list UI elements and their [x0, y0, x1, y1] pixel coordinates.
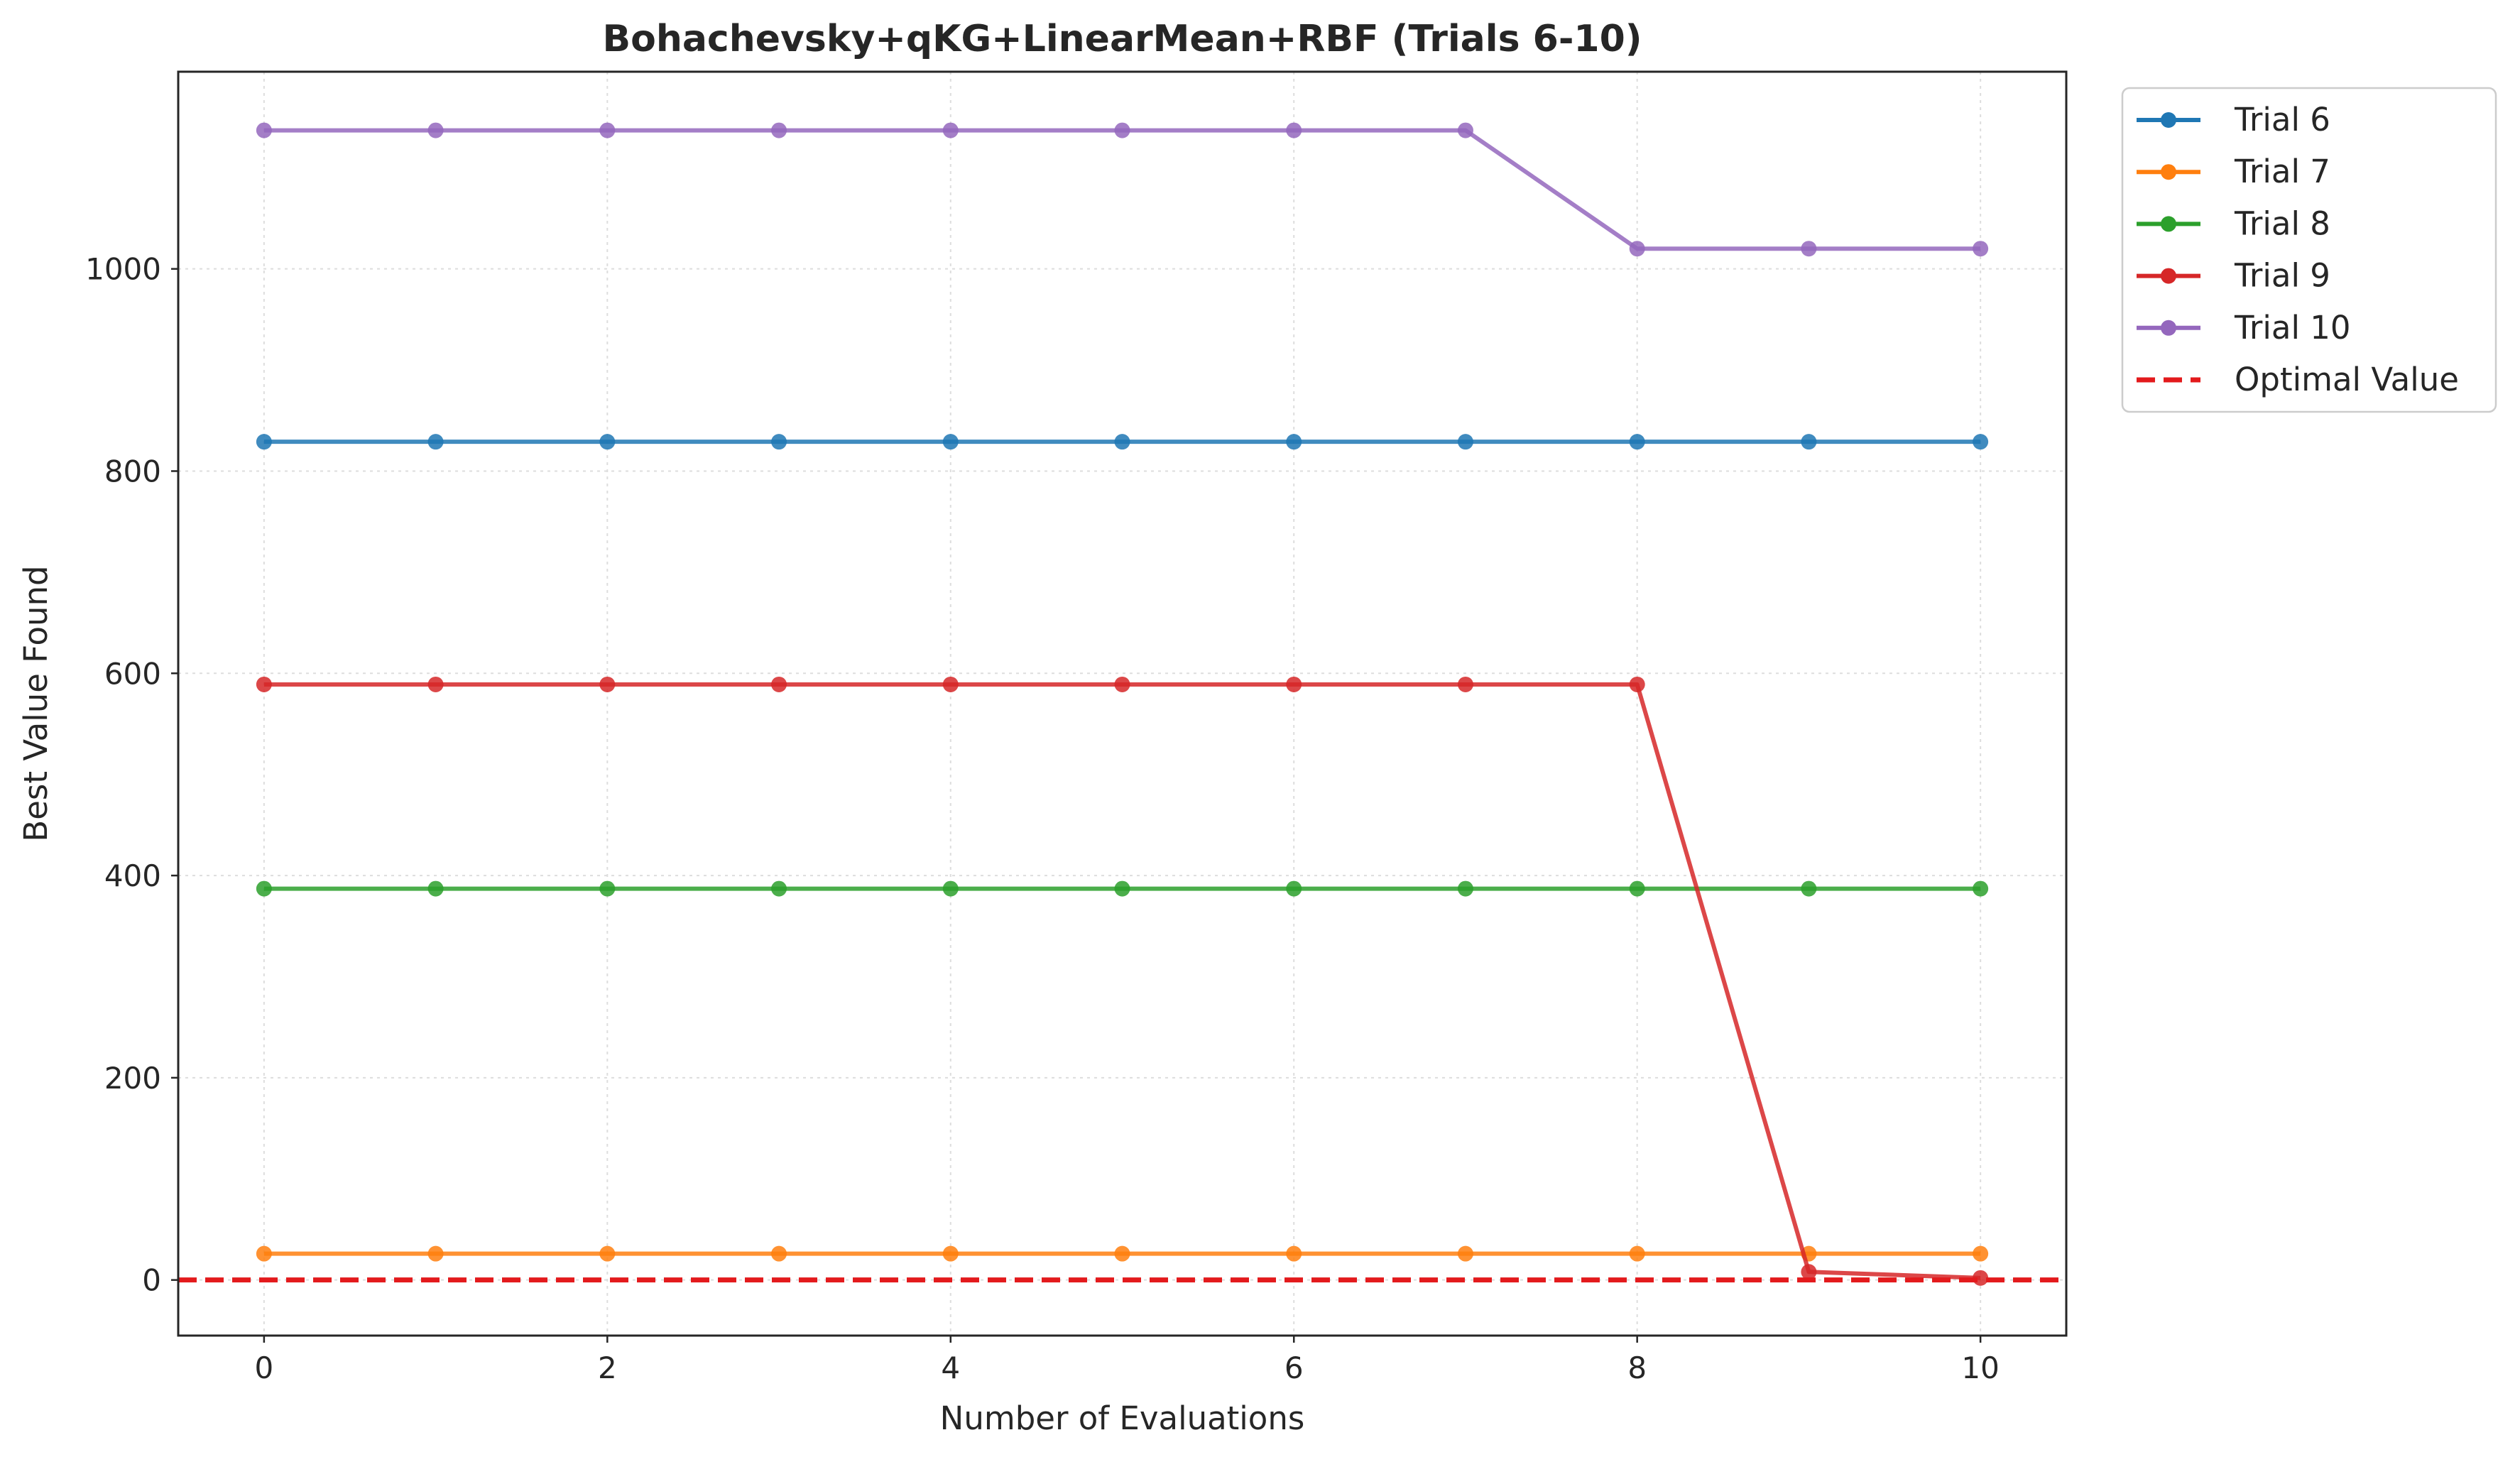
series-trial-8	[256, 880, 1989, 897]
data-point	[1286, 122, 1302, 138]
plot-area-frame	[177, 70, 2068, 1337]
y-tick-label: 200	[104, 1061, 161, 1096]
data-point	[1114, 676, 1130, 692]
data-point	[427, 434, 444, 450]
y-axis-label: Best Value Found	[17, 565, 55, 841]
y-tick-label: 0	[142, 1263, 161, 1298]
data-point	[427, 1245, 444, 1262]
series-line	[263, 682, 1981, 1280]
data-point	[1114, 122, 1130, 138]
data-point	[256, 676, 272, 692]
legend: Trial 6 Trial 7 Trial 8 Trial 9 Trial 10 Opti…	[2121, 87, 2497, 413]
legend-item: Optimal Value	[2137, 361, 2459, 398]
legend-marker	[2161, 320, 2176, 336]
data-point	[942, 676, 959, 692]
data-point	[942, 880, 959, 897]
legend-label: Trial 10	[2234, 309, 2351, 346]
data-point	[427, 880, 444, 897]
data-point	[942, 122, 959, 138]
data-point	[1629, 676, 1645, 692]
data-point	[1457, 880, 1473, 897]
data-point	[942, 1245, 959, 1262]
y-tick-label: 400	[104, 858, 161, 893]
series-line	[263, 128, 1981, 251]
legend-item: Trial 9	[2137, 257, 2330, 295]
data-point	[1114, 434, 1130, 450]
y-tick-label: 800	[104, 454, 161, 489]
data-point	[256, 1245, 272, 1262]
data-point	[771, 434, 787, 450]
data-point	[427, 122, 444, 138]
data-point	[771, 122, 787, 138]
data-point	[599, 880, 616, 897]
data-point	[599, 1245, 616, 1262]
series-layer	[256, 122, 1989, 1286]
legend-box	[2121, 87, 2497, 413]
data-point	[1629, 1245, 1645, 1262]
data-point	[1629, 434, 1645, 450]
data-point	[1457, 122, 1473, 138]
legend-marker	[2161, 164, 2176, 180]
x-axis-label: Number of Evaluations	[940, 1399, 1305, 1437]
data-point	[1801, 1264, 1817, 1280]
data-point	[256, 122, 272, 138]
x-tick-label: 4	[941, 1350, 960, 1385]
series-trial-9	[256, 676, 1989, 1286]
legend-item: Trial 6	[2137, 101, 2330, 138]
legend-item: Trial 10	[2137, 309, 2351, 346]
y-tick-label: 600	[104, 656, 161, 691]
legend-marker	[2161, 216, 2176, 232]
data-point	[1114, 1245, 1130, 1262]
data-point	[1629, 241, 1645, 257]
legend-label: Trial 8	[2234, 204, 2330, 242]
legend-label: Trial 9	[2234, 257, 2330, 295]
data-point	[1801, 880, 1817, 897]
x-tick-label: 2	[598, 1350, 617, 1385]
data-point	[771, 1245, 787, 1262]
data-point	[1973, 434, 1989, 450]
data-point	[256, 880, 272, 897]
legend-label: Trial 6	[2234, 101, 2330, 138]
legend-marker	[2161, 112, 2176, 128]
data-point	[1973, 241, 1989, 257]
series-trial-6	[256, 434, 1989, 450]
data-point	[1457, 1245, 1473, 1262]
x-tick-label: 0	[254, 1350, 273, 1385]
data-point	[1801, 434, 1817, 450]
data-point	[1801, 241, 1817, 257]
axis-ticks: 0 2 4 6 8 10 0 200 400 600 800 1000	[85, 252, 2000, 1385]
x-tick-label: 10	[1961, 1350, 1999, 1385]
grid	[178, 72, 2066, 1336]
data-point	[599, 434, 616, 450]
data-point	[1973, 1245, 1989, 1262]
data-point	[1286, 676, 1302, 692]
data-point	[1286, 434, 1302, 450]
legend-item: Trial 8	[2137, 204, 2330, 242]
series-trial-10	[256, 122, 1989, 257]
data-point	[1629, 880, 1645, 897]
data-point	[1286, 880, 1302, 897]
data-point	[771, 676, 787, 692]
data-point	[1286, 1245, 1302, 1262]
legend-marker	[2161, 268, 2176, 284]
data-point	[942, 434, 959, 450]
data-point	[599, 676, 616, 692]
legend-label: Optimal Value	[2235, 361, 2459, 398]
data-point	[427, 676, 444, 692]
x-tick-label: 6	[1284, 1350, 1304, 1385]
x-tick-label: 8	[1627, 1350, 1647, 1385]
data-point	[1457, 676, 1473, 692]
series-trial-7	[256, 1245, 1989, 1262]
data-point	[1457, 434, 1473, 450]
legend-label: Trial 7	[2234, 153, 2330, 190]
data-point	[771, 880, 787, 897]
data-point	[599, 122, 616, 138]
legend-item: Trial 7	[2137, 153, 2330, 190]
data-point	[1114, 880, 1130, 897]
y-tick-label: 1000	[85, 252, 161, 287]
data-point	[1973, 880, 1989, 897]
chart-title: Bohachevsky+qKG+LinearMean+RBF (Trials 6…	[602, 18, 1642, 60]
data-point	[256, 434, 272, 450]
